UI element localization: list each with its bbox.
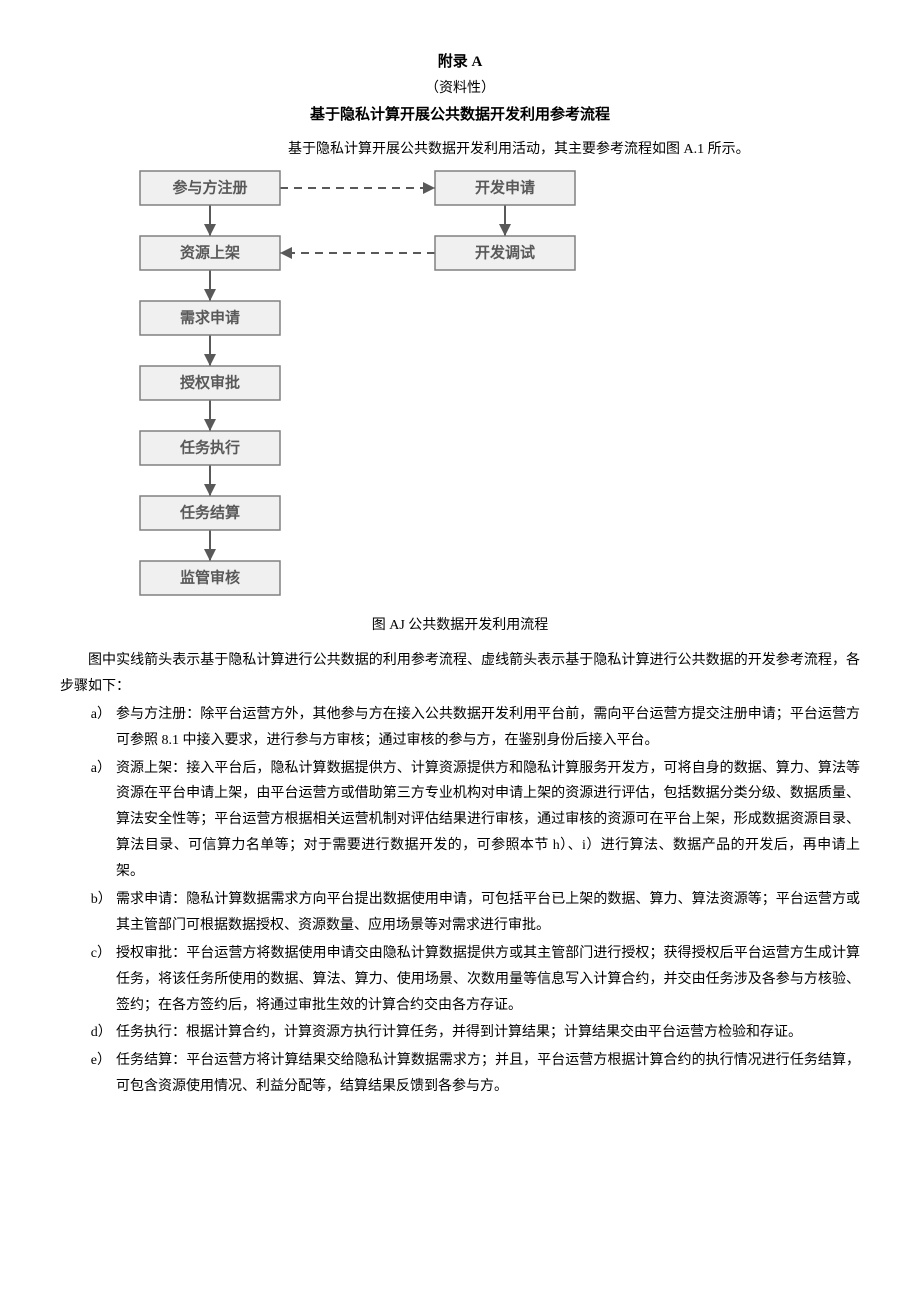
flow-node-settle: 任务结算 bbox=[140, 496, 280, 530]
figure-caption: 图 AJ 公共数据开发利用流程 bbox=[60, 614, 860, 634]
step-item: a）资源上架：接入平台后，隐私计算数据提供方、计算资源提供方和隐私计算服务开发方… bbox=[91, 756, 860, 885]
step-marker: c） bbox=[91, 941, 116, 967]
steps-list: a）参与方注册：除平台运营方外，其他参与方在接入公共数据开发利用平台前，需向平台… bbox=[60, 702, 860, 1100]
step-marker: e） bbox=[91, 1048, 116, 1074]
step-marker: b） bbox=[91, 887, 116, 913]
step-text: 资源上架：接入平台后，隐私计算数据提供方、计算资源提供方和隐私计算服务开发方，可… bbox=[116, 761, 860, 880]
flow-node-request: 需求申请 bbox=[140, 301, 280, 335]
flow-node-register: 参与方注册 bbox=[140, 171, 280, 205]
step-text: 需求申请：隐私计算数据需求方向平台提出数据使用申请，可包括平台已上架的数据、算力… bbox=[116, 892, 860, 933]
flow-node-audit: 监管审核 bbox=[140, 561, 280, 595]
section-title: 基于隐私计算开展公共数据开发利用参考流程 bbox=[60, 103, 860, 124]
flow-node-label: 需求申请 bbox=[180, 309, 240, 327]
flow-node-publish: 资源上架 bbox=[140, 236, 280, 270]
flow-node-label: 任务执行 bbox=[179, 439, 240, 457]
document-header: 附录 A （资料性） 基于隐私计算开展公共数据开发利用参考流程 bbox=[60, 50, 860, 124]
flow-node-label: 授权审批 bbox=[180, 374, 240, 392]
description-paragraph: 图中实线箭头表示基于隐私计算进行公共数据的利用参考流程、虚线箭头表示基于隐私计算… bbox=[60, 648, 860, 700]
step-marker: a） bbox=[91, 702, 116, 728]
flow-node-label: 开发申请 bbox=[475, 179, 535, 197]
flow-node-approve: 授权审批 bbox=[140, 366, 280, 400]
intro-paragraph: 基于隐私计算开展公共数据开发利用活动，其主要参考流程如图 A.1 所示。 bbox=[260, 138, 860, 158]
step-item: b）需求申请：隐私计算数据需求方向平台提出数据使用申请，可包括平台已上架的数据、… bbox=[91, 887, 860, 939]
appendix-subtitle: （资料性） bbox=[60, 77, 860, 97]
step-text: 授权审批：平台运营方将数据使用申请交由隐私计算数据提供方或其主管部门进行授权；获… bbox=[116, 946, 860, 1013]
step-marker: d） bbox=[91, 1020, 116, 1046]
flowchart-svg: 参与方注册 开发申请资源上架 开发调试需求申请授权审批任务执行任务结算监管审核 bbox=[115, 166, 605, 601]
step-marker: a） bbox=[91, 756, 116, 782]
flow-node-label: 任务结算 bbox=[179, 504, 240, 522]
step-text: 任务结算：平台运营方将计算结果交给隐私计算数据需求方；并且，平台运营方根据计算合… bbox=[116, 1053, 860, 1094]
step-item: e）任务结算：平台运营方将计算结果交给隐私计算数据需求方；并且，平台运营方根据计… bbox=[91, 1048, 860, 1100]
flow-node-label: 资源上架 bbox=[180, 244, 240, 262]
step-text: 任务执行：根据计算合约，计算资源方执行计算任务，并得到计算结果；计算结果交由平台… bbox=[116, 1025, 802, 1040]
flow-node-label: 监管审核 bbox=[180, 569, 240, 587]
flow-node-debug: 开发调试 bbox=[435, 236, 575, 270]
flowchart-figure: 参与方注册 开发申请资源上架 开发调试需求申请授权审批任务执行任务结算监管审核 bbox=[115, 166, 860, 606]
flow-node-label: 开发调试 bbox=[475, 244, 535, 262]
flow-node-execute: 任务执行 bbox=[140, 431, 280, 465]
step-item: a）参与方注册：除平台运营方外，其他参与方在接入公共数据开发利用平台前，需向平台… bbox=[91, 702, 860, 754]
step-item: c）授权审批：平台运营方将数据使用申请交由隐私计算数据提供方或其主管部门进行授权… bbox=[91, 941, 860, 1019]
appendix-title: 附录 A bbox=[60, 50, 860, 71]
step-item: d）任务执行：根据计算合约，计算资源方执行计算任务，并得到计算结果；计算结果交由… bbox=[91, 1020, 860, 1046]
flow-node-apply: 开发申请 bbox=[435, 171, 575, 205]
step-text: 参与方注册：除平台运营方外，其他参与方在接入公共数据开发利用平台前，需向平台运营… bbox=[116, 707, 860, 748]
flow-node-label: 参与方注册 bbox=[172, 179, 247, 197]
